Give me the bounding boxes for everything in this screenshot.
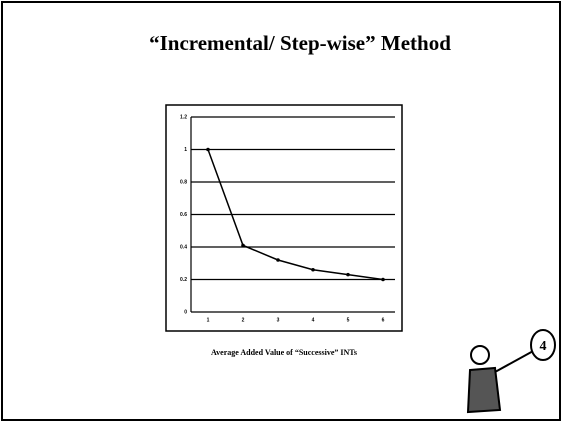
data-point: [241, 244, 245, 248]
chart: “Incremental/ Step-wise” Method Average …: [0, 0, 562, 422]
y-tick-label: 0.8: [180, 179, 187, 185]
clipart-figure: 4: [468, 330, 555, 412]
data-point: [311, 268, 315, 272]
y-tick-label: 0.6: [180, 212, 187, 218]
x-tick-label: 2: [242, 317, 245, 323]
chart-frame: [166, 105, 402, 331]
y-tick-label: 0.4: [180, 244, 187, 250]
x-tick-label: 6: [382, 317, 385, 323]
x-axis-label: Average Added Value of “Successive” INTs: [211, 348, 357, 357]
x-tick-label: 3: [277, 317, 280, 323]
data-point: [346, 273, 350, 277]
x-tick-label: 4: [312, 317, 315, 323]
clipart-number: 4: [540, 339, 547, 354]
data-point: [276, 258, 280, 262]
y-tick-label: 0: [184, 309, 187, 315]
slide: “Incremental/ Step-wise” Method Average …: [0, 0, 562, 422]
chart-title: “Incremental/ Step-wise” Method: [149, 31, 451, 55]
data-point: [206, 148, 210, 152]
y-tick-label: 1: [184, 147, 187, 153]
data-point: [381, 278, 385, 282]
x-tick-label: 1: [207, 317, 210, 323]
y-tick-label: 1.2: [180, 114, 187, 120]
y-tick-label: 0.2: [180, 277, 187, 283]
x-tick-label: 5: [347, 317, 350, 323]
